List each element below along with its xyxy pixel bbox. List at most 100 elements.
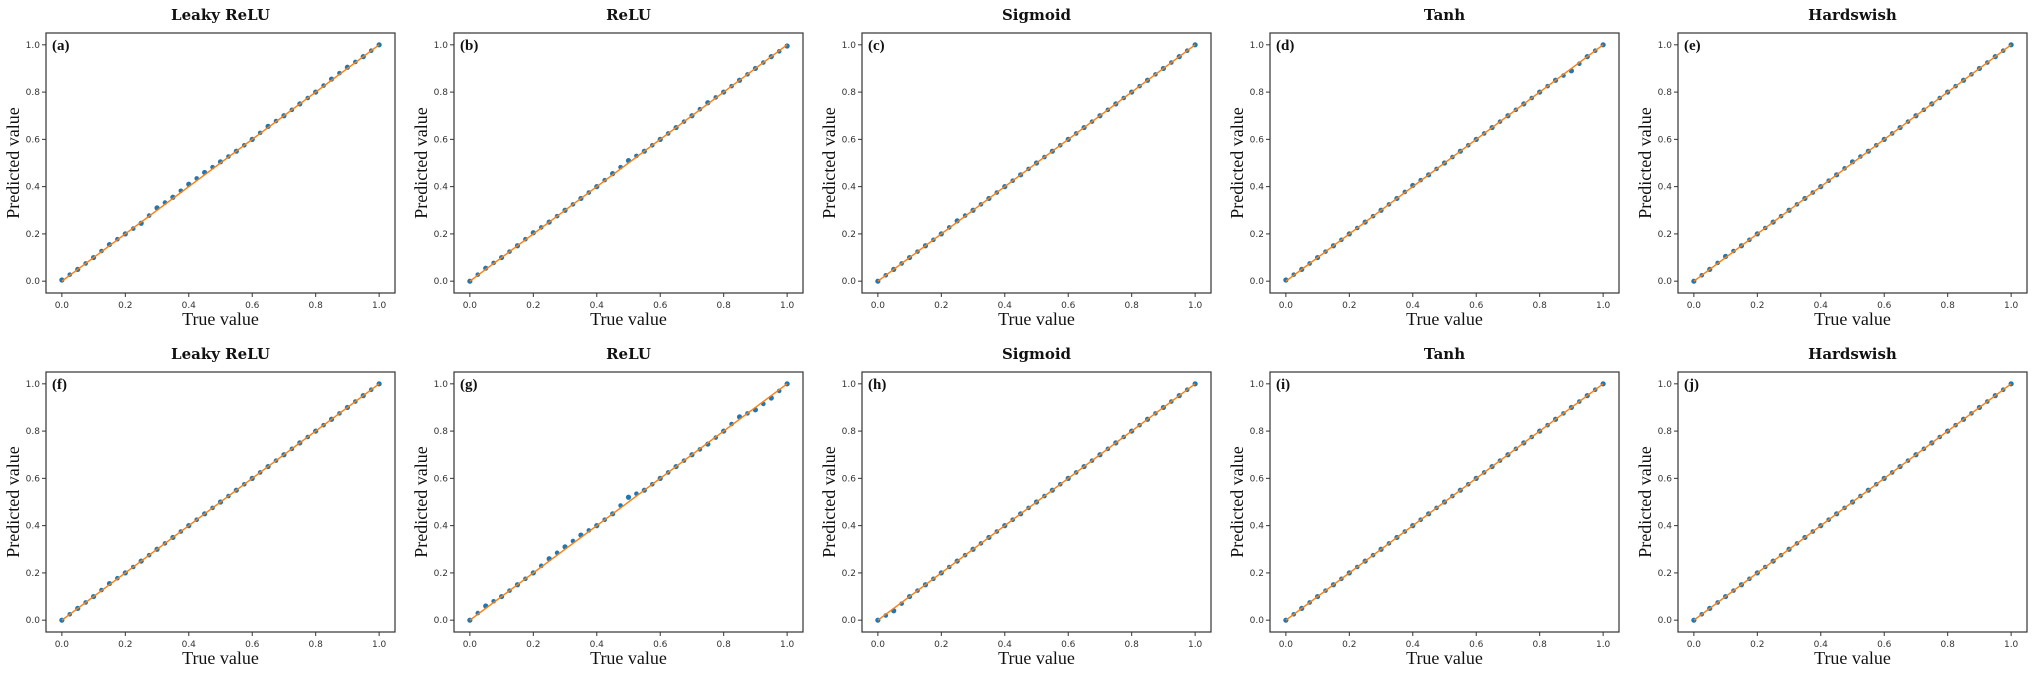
y-tick-label: 0.0 — [434, 616, 449, 626]
y-tick-label: 1.0 — [26, 41, 41, 51]
x-tick-label: 0.6 — [1061, 301, 1076, 311]
y-tick-label: 0.6 — [1250, 135, 1265, 145]
y-tick-label: 0.8 — [1250, 88, 1265, 98]
x-tick-label: 0.6 — [1877, 301, 1892, 311]
fit-line — [61, 383, 380, 621]
panel-svg: Tanh 0.0 0.0 0.2 0.2 0.4 0.4 0.6 0.6 0.8 0.8 1.0 1.0… — [1227, 6, 1620, 329]
x-tick-label: 0.8 — [717, 640, 732, 650]
x-tick-label: 0.4 — [182, 301, 197, 311]
x-tick-label: 0.6 — [653, 301, 668, 311]
y-tick-label: 0.4 — [842, 522, 857, 532]
panel-title: Tanh — [1424, 6, 1465, 24]
axes-frame — [1269, 32, 1620, 294]
axes-frame — [45, 371, 396, 633]
y-axis-label: Predicted value — [411, 446, 431, 557]
y-axis-label: Predicted value — [1635, 446, 1655, 557]
x-tick-label: 0.4 — [1406, 640, 1421, 650]
y-tick-label: 1.0 — [1658, 380, 1673, 390]
panel-svg: Sigmoid 0.0 0.0 0.2 0.2 0.4 0.4 0.6 0.6 0.8 0.8 1.0… — [819, 6, 1212, 329]
y-tick-label: 0.8 — [1658, 88, 1673, 98]
x-tick-label: 0.0 — [871, 301, 886, 311]
x-tick-label: 0.2 — [118, 640, 132, 650]
axes-frame — [1269, 371, 1620, 633]
y-tick-label: 0.4 — [1250, 522, 1265, 532]
y-tick-label: 0.2 — [26, 569, 40, 579]
x-tick-label: 0.4 — [182, 640, 197, 650]
y-tick-label: 0.4 — [26, 183, 41, 193]
x-tick-label: 0.4 — [590, 640, 605, 650]
x-tick-label: 0.8 — [1125, 640, 1140, 650]
panel-title: Sigmoid — [1002, 345, 1072, 363]
y-axis-label: Predicted value — [1227, 107, 1247, 218]
panel-tag: (i) — [1276, 377, 1290, 393]
x-tick-label: 0.6 — [245, 640, 260, 650]
x-tick-label: 0.2 — [1750, 640, 1764, 650]
panel-title: Leaky ReLU — [171, 345, 270, 363]
x-tick-label: 0.2 — [934, 640, 948, 650]
x-tick-label: 0.8 — [717, 301, 732, 311]
x-tick-label: 0.2 — [1342, 301, 1356, 311]
panel-title: ReLU — [606, 6, 651, 24]
y-tick-label: 0.4 — [842, 183, 857, 193]
axes-frame — [861, 32, 1212, 294]
x-tick-label: 0.2 — [118, 301, 132, 311]
y-tick-label: 0.6 — [434, 135, 449, 145]
y-tick-label: 0.6 — [26, 135, 41, 145]
y-tick-label: 0.6 — [434, 474, 449, 484]
x-tick-label: 0.6 — [1061, 640, 1076, 650]
fit-line — [1285, 44, 1604, 282]
y-axis-label: Predicted value — [819, 107, 839, 218]
y-tick-label: 0.8 — [26, 427, 41, 437]
y-tick-label: 0.2 — [434, 569, 448, 579]
panel-svg: ReLU 0.0 0.0 0.2 0.2 0.4 0.4 0.6 0.6 0.8 0.8 1.0 1.0… — [411, 6, 804, 329]
panel-tag: (j) — [1684, 377, 1699, 393]
panel-tag: (d) — [1276, 38, 1294, 54]
scatter-panel-g: ReLU 0.0 0.0 0.2 0.2 0.4 0.4 0.6 0.6 0.8 0.8 1.0 1.0… — [408, 339, 816, 674]
x-axis-label: True value — [1814, 309, 1891, 329]
x-tick-label: 0.0 — [463, 301, 478, 311]
y-tick-label: 0.2 — [1250, 569, 1264, 579]
data-point — [1283, 277, 1289, 283]
x-axis-label: True value — [182, 309, 259, 329]
scatter-panel-a: Leaky ReLU 0.0 0.0 0.2 0.2 0.4 0.4 0.6 0.6 0.8 0.8… — [0, 0, 408, 335]
y-tick-label: 0.2 — [842, 569, 856, 579]
scatter-panel-j: Hardswish 0.0 0.0 0.2 0.2 0.4 0.4 0.6 0.6 0.8 0.8 1… — [1632, 339, 2038, 674]
x-tick-label: 0.0 — [55, 640, 70, 650]
y-tick-label: 1.0 — [1658, 41, 1673, 51]
x-tick-label: 0.2 — [1342, 640, 1356, 650]
y-tick-label: 0.8 — [1250, 427, 1265, 437]
x-tick-label: 0.4 — [1406, 301, 1421, 311]
axes-frame — [1677, 32, 2028, 294]
y-tick-label: 0.4 — [1658, 522, 1673, 532]
panel-svg: ReLU 0.0 0.0 0.2 0.2 0.4 0.4 0.6 0.6 0.8 0.8 1.0 1.0… — [411, 345, 804, 668]
x-tick-label: 0.8 — [1125, 301, 1140, 311]
scatter-panel-i: Tanh 0.0 0.0 0.2 0.2 0.4 0.4 0.6 0.6 0.8 0.8 1.0 1.0… — [1224, 339, 1632, 674]
x-axis-label: True value — [1406, 309, 1483, 329]
x-axis-label: True value — [998, 648, 1075, 668]
panel-title: Hardswish — [1808, 6, 1897, 24]
fit-line — [877, 44, 1196, 282]
fit-line — [1285, 383, 1604, 621]
y-tick-label: 0.2 — [26, 230, 40, 240]
fit-line — [1693, 44, 2012, 282]
panel-title: Sigmoid — [1002, 6, 1072, 24]
x-tick-label: 0.6 — [245, 301, 260, 311]
y-tick-label: 0.2 — [1658, 569, 1672, 579]
y-tick-label: 1.0 — [1250, 41, 1265, 51]
x-tick-label: 0.0 — [1687, 640, 1702, 650]
y-axis-label: Predicted value — [1227, 446, 1247, 557]
x-tick-label: 1.0 — [2004, 301, 2019, 311]
panel-svg: Tanh 0.0 0.0 0.2 0.2 0.4 0.4 0.6 0.6 0.8 0.8 1.0 1.0… — [1227, 345, 1620, 668]
y-tick-label: 1.0 — [842, 41, 857, 51]
x-tick-label: 0.6 — [1469, 301, 1484, 311]
panel-tag: (h) — [868, 377, 886, 393]
x-axis-label: True value — [998, 309, 1075, 329]
axes-frame — [1677, 371, 2028, 633]
panel-tag: (g) — [460, 377, 478, 393]
y-tick-label: 0.2 — [1250, 230, 1264, 240]
x-axis-label: True value — [1406, 648, 1483, 668]
x-tick-label: 1.0 — [372, 640, 387, 650]
y-tick-label: 1.0 — [842, 380, 857, 390]
y-axis-label: Predicted value — [1635, 107, 1655, 218]
y-tick-label: 0.6 — [1250, 474, 1265, 484]
